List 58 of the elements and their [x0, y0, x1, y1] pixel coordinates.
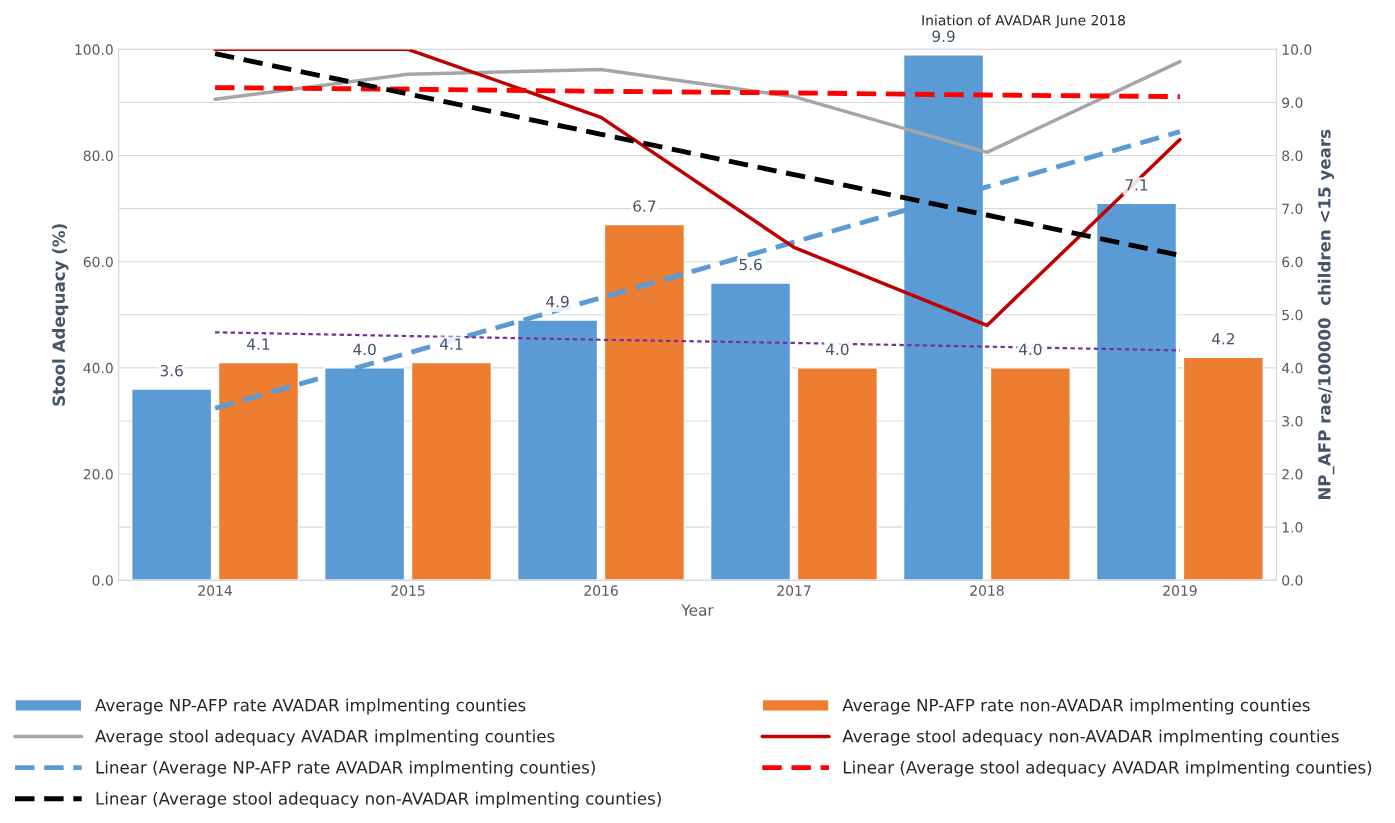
y2-tick-label: 7.0: [1282, 203, 1303, 215]
y2-tick-label: 2.0: [1282, 469, 1303, 480]
y2-tick-label: 6.0: [1282, 256, 1303, 268]
data-label: 4.0: [1018, 343, 1042, 356]
bar: [709, 282, 792, 581]
y2-tick-label: 3.0: [1282, 415, 1303, 427]
x-tick-label: 2016: [584, 585, 618, 596]
bar: [603, 223, 686, 581]
data-label: 5.6: [739, 258, 762, 271]
x-tick-label: 2018: [970, 585, 1004, 596]
legend-label: Linear (Average NP-AFP rate AVADAR implmenting counties): [96, 760, 595, 777]
y-tick-label: 60.0: [83, 256, 113, 268]
bar: [1095, 202, 1178, 581]
x-axis-title: Year: [681, 604, 714, 616]
line-series: [212, 85, 1183, 100]
x-tick-label: 2015: [391, 585, 425, 596]
bar: [989, 367, 1072, 581]
legend-label: Linear (Average stool adequacy AVADAR implmenting counties): [843, 760, 1372, 777]
bar: [410, 361, 493, 581]
legend-label: Linear (Average stool adequacy non-AVADAR implmenting counties): [96, 791, 661, 808]
text: Iniation of AVADAR June 2018: [922, 14, 1125, 29]
bar: [131, 388, 213, 581]
y2-tick-label: 5.0: [1282, 309, 1303, 321]
data-label: 6.7: [633, 200, 656, 212]
data-label: 9.9: [932, 30, 955, 43]
y-tick-label: 20.0: [83, 469, 113, 480]
y-tick-label: 40.0: [83, 362, 113, 374]
y-axis-title: Stool Adequacy (%): [52, 224, 69, 406]
y-tick-label: 0.0: [92, 575, 113, 586]
y2-axis-title: NP_AFP rae/100000 children <15 years: [1317, 129, 1335, 500]
data-label: 4.1: [247, 338, 270, 350]
legend-label: Average NP-AFP rate AVADAR implmenting counties: [95, 698, 526, 715]
bar: [1182, 356, 1264, 581]
x-tick-label: 2014: [198, 585, 232, 596]
data-label: 7.1: [1125, 179, 1148, 191]
data-label: 4.1: [440, 338, 463, 350]
x-tick-label: 2017: [777, 585, 811, 596]
data-label: 4.2: [1211, 333, 1234, 345]
y2-tick-label: 10.0: [1282, 44, 1312, 55]
y-tick-label: 100.0: [75, 44, 113, 55]
data-label: 4.9: [546, 295, 569, 308]
x-tick-label: 2019: [1163, 585, 1197, 596]
y2-tick-label: 9.0: [1282, 97, 1303, 108]
legend-label: Average NP-AFP rate non-AVADAR implmenting counties: [842, 698, 1310, 715]
y2-tick-label: 0.0: [1282, 575, 1303, 586]
y2-tick-label: 8.0: [1282, 150, 1303, 162]
y2-tick-label: 1.0: [1282, 522, 1303, 533]
bar: [796, 367, 879, 581]
data-label: 3.6: [160, 364, 183, 377]
legend-label: Average stool adequacy non-AVADAR implmenting counties: [842, 729, 1339, 746]
line-series: [213, 49, 1182, 328]
line-series: [213, 59, 1182, 155]
y2-tick-label: 4.0: [1281, 362, 1303, 374]
data-label: 4.0: [353, 343, 376, 356]
legend-label: Average stool adequacy AVADAR implmenting counties: [95, 729, 555, 746]
y-tick-label: 80.0: [83, 150, 113, 162]
data-label: 4.0: [826, 343, 849, 356]
bar: [217, 361, 300, 581]
